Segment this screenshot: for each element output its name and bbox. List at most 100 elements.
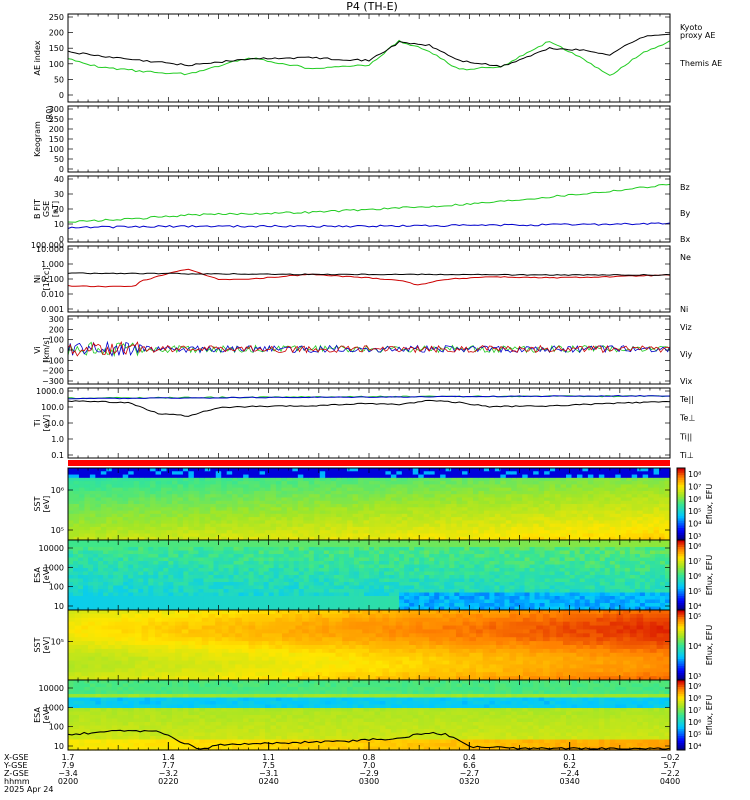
panel-frame-ti xyxy=(67,387,671,459)
y-tick-label: 250 xyxy=(49,115,64,124)
y-axis-label: [1/cc] xyxy=(42,268,51,291)
time-value: 0220 xyxy=(158,777,178,786)
mode-bar xyxy=(68,460,670,466)
y-tick-label: 10⁶ xyxy=(51,486,64,495)
legend-entry: proxy AE xyxy=(680,31,715,40)
legend-entry: By xyxy=(680,209,690,218)
colorbar-label: Eflux, EFU xyxy=(705,625,714,666)
y-axis-label: Ti xyxy=(33,420,42,428)
colorbar-tick: 10⁴ xyxy=(688,742,701,751)
spectrogram-sst_i xyxy=(68,468,671,541)
y-tick-label: 0 xyxy=(59,346,64,355)
colorbar-tick: 10⁴ xyxy=(688,602,701,611)
y-tick-label: 250 xyxy=(49,13,64,22)
line-layer xyxy=(67,33,671,750)
y-tick-label: 30 xyxy=(54,190,64,199)
y-gse-value: 5.7 xyxy=(664,761,677,770)
y-tick-label: −100 xyxy=(42,356,64,365)
y-tick-label: 100 xyxy=(49,336,64,345)
y-tick-label: 1000 xyxy=(44,703,64,712)
y-tick-label: 10⁵ xyxy=(51,638,64,647)
time-value: 0200 xyxy=(58,777,78,786)
y-gse-value: 7.7 xyxy=(162,761,175,770)
series-line-ti-perp xyxy=(67,394,671,400)
series-line-3 xyxy=(67,183,671,223)
panel-frame-ni xyxy=(67,245,671,313)
y-tick-label: 300 xyxy=(49,105,64,114)
colorbar-tick: 10⁷ xyxy=(688,482,701,491)
series-line-7 xyxy=(67,399,671,417)
time-value: 0300 xyxy=(359,777,379,786)
legend-entry: Ti|| xyxy=(679,432,692,441)
axes-layer xyxy=(67,13,686,751)
series-line-5 xyxy=(67,268,671,288)
vi-trace-1 xyxy=(67,340,671,357)
y-tick-label: 10000 xyxy=(39,544,64,553)
y-tick-label: 1000.0 xyxy=(36,387,64,396)
y-tick-label: −200 xyxy=(42,367,64,376)
colorbar-tick: 10⁵ xyxy=(688,730,701,739)
y-tick-label: 1.000 xyxy=(41,260,64,269)
series-line-6 xyxy=(67,272,671,276)
y-tick-label: 300 xyxy=(49,315,64,324)
colorbar-tick: 10⁴ xyxy=(688,520,701,529)
colorbar-tick: 10⁹ xyxy=(688,682,701,691)
y-axis-label: GSE xyxy=(42,201,51,217)
colorbar-tick: 10⁸ xyxy=(688,542,701,551)
x-gse-value: 1.7 xyxy=(62,753,75,762)
colorbar-esa_i xyxy=(677,540,685,611)
legend-entry: Viy xyxy=(680,350,693,359)
x-row-label: Z-GSE xyxy=(4,769,29,778)
colorbar-tick: 10³ xyxy=(688,532,701,541)
y-tick-label-top: 100.000 xyxy=(31,241,64,250)
y-axis-label: Vi xyxy=(33,346,42,354)
y-gse-value: 7.5 xyxy=(262,761,275,770)
panel-frame-ae xyxy=(67,13,671,103)
z-gse-value: −2.9 xyxy=(359,769,378,778)
legend-entry: Te⊥ xyxy=(679,414,695,423)
y-axis-label: [km/s] xyxy=(42,337,51,363)
legend-entry: Ne xyxy=(680,253,691,262)
spectrogram-esa_e xyxy=(68,680,671,751)
colorbar-label: Eflux, EFU xyxy=(705,484,714,525)
x-row-label: X-GSE xyxy=(4,753,29,762)
y-tick-label: 1.0 xyxy=(51,435,64,444)
y-tick-label: 200 xyxy=(49,325,64,334)
colorbar-tick: 10⁵ xyxy=(688,587,701,596)
colorbar-tick: 10³ xyxy=(688,672,701,681)
y-tick-label: 150 xyxy=(49,44,64,53)
legend-entry: Vix xyxy=(680,377,693,386)
y-tick-label: 50 xyxy=(54,155,64,164)
vi-trace-2 xyxy=(67,341,671,357)
y-tick-label: 10 xyxy=(54,742,64,751)
y-tick-label: 20 xyxy=(54,205,64,214)
colorbar-tick: 10⁶ xyxy=(688,572,701,581)
legend-entry: Te|| xyxy=(679,395,694,404)
y-tick-label: 100 xyxy=(49,145,64,154)
colorbar-sst_i xyxy=(677,468,685,541)
colorbar-tick: 10⁸ xyxy=(688,470,701,479)
y-gse-value: 6.2 xyxy=(563,761,576,770)
colorbar-tick: 10⁶ xyxy=(688,495,701,504)
colorbar-tick: 10⁶ xyxy=(688,718,701,727)
y-tick-label: 0 xyxy=(59,165,64,174)
z-gse-value: −2.7 xyxy=(460,769,479,778)
y-tick-label: 100 xyxy=(49,583,64,592)
legend-entry: Ti⊥ xyxy=(679,451,694,460)
y-tick-label: 0 xyxy=(59,91,64,100)
panel-frame-keo xyxy=(67,105,671,173)
y-tick-label: 40 xyxy=(54,175,64,184)
y-tick-label: 1000 xyxy=(44,563,64,572)
series-line-4 xyxy=(67,222,671,229)
y-axis-label: SST xyxy=(33,496,42,511)
colorbar-tick: 10⁴ xyxy=(688,642,701,651)
y-tick-label: 100 xyxy=(49,60,64,69)
y-tick-label: 10.000 xyxy=(36,245,64,254)
y-tick-label: 10000 xyxy=(39,684,64,693)
y-tick-label: 50 xyxy=(54,75,64,84)
y-axis-label: Keogram xyxy=(33,121,42,157)
y-tick-label: 10.0 xyxy=(46,419,64,428)
legend-entry: Viz xyxy=(680,323,692,332)
